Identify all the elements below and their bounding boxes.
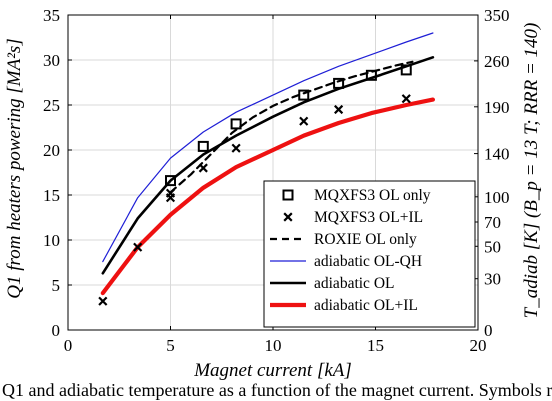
data-point-mqxfs3-ol-il: [299, 116, 309, 126]
right-y-tick-label: 140: [484, 145, 510, 164]
left-y-tick-label: 25: [43, 96, 60, 115]
left-y-tick-label: 15: [43, 186, 60, 205]
data-point-mqxfs3-ol-il: [198, 163, 208, 173]
data-point-mqxfs3-ol-il: [401, 94, 411, 104]
data-point-mqxfs3-ol-il: [334, 104, 344, 115]
data-point-mqxfs3-ol-il: [98, 296, 108, 306]
data-point-mqxfs3-ol-only: [197, 140, 209, 152]
x-tick-label: 20: [470, 336, 487, 355]
x-marker-stroke: [133, 242, 143, 252]
x-tick-label: 0: [64, 336, 73, 355]
x-marker-stroke: [299, 116, 309, 126]
data-point-mqxfs3-ol-only: [333, 77, 345, 89]
figure-caption: Q1 and adiabatic temperature as a functi…: [2, 380, 552, 400]
x-marker-stroke: [165, 188, 176, 198]
legend-entry-adiabatic-ol-il: adiabatic OL+IL: [270, 297, 418, 314]
legend: MQXFS3 OL only MQXFS3 OL+IL ROXIE OL only a…: [263, 180, 476, 328]
right-y-tick-label: 70: [484, 213, 501, 232]
right-y-tick-label: 190: [484, 98, 510, 117]
left-y-tick-label: 0: [52, 321, 61, 340]
legend-entry-adiabatic-ol: adiabatic OL: [270, 275, 394, 292]
data-point-mqxfs3-ol-only: [165, 175, 176, 187]
data-point-mqxfs3-ol-only: [230, 118, 242, 130]
legend-entry-roxie-ol-only: ROXIE OL only: [270, 231, 417, 248]
series-line-adiabatic-ol-qh: [102, 32, 434, 263]
legend-entry-mqxfs3-ol-only: MQXFS3 OL only: [282, 187, 431, 204]
x-marker-stroke: [334, 104, 344, 115]
legend-label: adiabatic OL-QH: [314, 253, 422, 270]
legend-label: MQXFS3 OL+IL: [314, 209, 423, 226]
x-marker-stroke: [198, 163, 208, 173]
x-marker-stroke: [401, 94, 411, 104]
right-y-tick-label: 100: [484, 188, 510, 207]
x-tick-label: 5: [166, 336, 175, 355]
left-y-tick-label: 30: [43, 51, 60, 70]
series-markers-mqxfs3-ol-only: [165, 64, 412, 187]
legend-marker-swatch: [283, 212, 293, 222]
legend-label: ROXIE OL only: [314, 231, 417, 248]
axis-ticks: 0 5 10 15 2005101520253035030507010014019026…: [43, 6, 510, 355]
legend-label: MQXFS3 OL only: [314, 187, 431, 204]
left-y-axis-label: Q1 from heaters powering [MA²s]: [4, 38, 25, 298]
right-y-tick-label: 350: [484, 6, 510, 25]
right-y-axis-label: T_adiab [K] (B_p = 13 T; RRR = 140): [521, 23, 542, 319]
legend-marker-swatch: [282, 189, 294, 201]
right-y-tick-label: 30: [484, 270, 501, 289]
right-y-tick-label: 0: [484, 321, 493, 340]
data-point-mqxfs3-ol-only: [400, 64, 412, 76]
left-y-tick-label: 20: [43, 141, 60, 160]
data-point-mqxfs3-ol-il: [133, 242, 143, 252]
data-point-mqxfs3-ol-il: [231, 143, 241, 153]
left-y-tick-label: 10: [43, 231, 60, 250]
right-y-tick-label: 260: [484, 52, 510, 71]
series-line-adiabatic-ol-il: [100, 97, 435, 296]
series-line-adiabatic-ol: [101, 55, 435, 275]
x-tick-label: 15: [367, 336, 384, 355]
legend-box: [263, 180, 476, 328]
data-point-mqxfs3-ol-il: [165, 188, 176, 198]
legend-entry-mqxfs3-ol-il: MQXFS3 OL+IL: [283, 209, 423, 226]
data-point-mqxfs3-ol-only: [298, 89, 310, 101]
left-y-tick-label: 35: [43, 6, 60, 25]
data-point-mqxfs3-ol-only: [365, 69, 377, 81]
right-y-tick-label: 50: [484, 237, 501, 256]
legend-entry-adiabatic-ol-qh: adiabatic OL-QH: [270, 253, 422, 270]
x-marker-stroke: [231, 143, 241, 153]
legend-label: adiabatic OL+IL: [314, 297, 418, 314]
x-axis-label: Magnet current [kA]: [193, 360, 352, 381]
plot-series: [98, 32, 435, 306]
x-marker-stroke: [98, 296, 108, 306]
series-markers-mqxfs3-ol-il: [98, 94, 411, 306]
x-tick-label: 10: [265, 336, 282, 355]
legend-label: adiabatic OL: [314, 275, 394, 292]
x-marker-stroke: [283, 212, 293, 222]
left-y-tick-label: 5: [52, 276, 61, 295]
